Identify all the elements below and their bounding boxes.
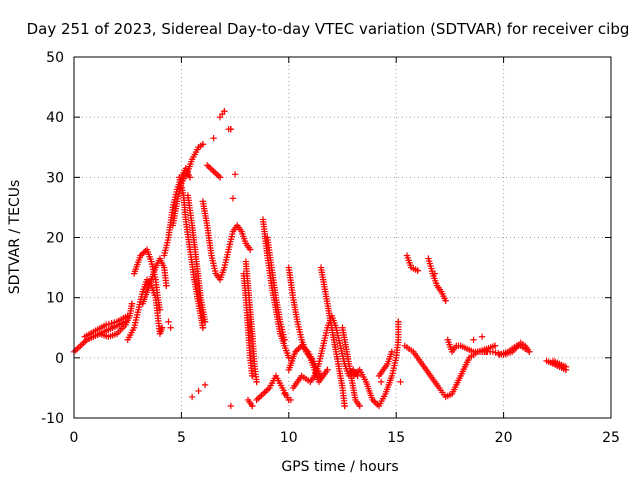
series-seg-23 — [317, 264, 348, 410]
data-point — [231, 171, 239, 178]
series-seg-25 — [339, 324, 363, 410]
data-point — [216, 174, 224, 181]
series-seg-3 — [96, 300, 136, 340]
data-point — [249, 372, 256, 380]
data-point — [317, 372, 325, 380]
x-tick-label: 10 — [280, 430, 298, 446]
data-point — [229, 195, 237, 202]
data-point — [210, 135, 217, 142]
y-tick-label: 40 — [46, 110, 64, 126]
data-point — [470, 336, 477, 343]
series-seg-30 — [425, 255, 449, 304]
data-point — [167, 324, 174, 331]
x-tick-label: 20 — [495, 430, 513, 446]
series-seg-10 — [184, 192, 209, 325]
data-point — [281, 390, 288, 398]
x-tick-label: 15 — [387, 430, 405, 446]
y-axis-label: SDTVAR / TECUs — [7, 180, 23, 295]
data-point — [227, 126, 235, 133]
series-seg-11 — [199, 198, 254, 283]
y-tick-label: 0 — [55, 351, 64, 367]
data-point — [285, 354, 292, 362]
data-point — [431, 270, 439, 277]
series-seg-20 — [264, 234, 288, 343]
series-seg-14 — [225, 126, 235, 133]
data-point — [165, 318, 172, 325]
data-point — [156, 306, 164, 313]
data-point — [526, 348, 533, 356]
data-point — [221, 107, 228, 115]
series-seg-29 — [403, 252, 421, 274]
data-point — [324, 366, 331, 374]
data-point — [201, 381, 209, 389]
series-seg-17 — [244, 396, 256, 410]
chart-title: Day 251 of 2023, Sidereal Day-to-day VTE… — [27, 20, 630, 38]
series-seg-13 — [216, 107, 228, 121]
series-seg-8 — [169, 141, 207, 229]
data-point — [186, 174, 194, 181]
series-seg-6 — [139, 255, 170, 307]
data-point — [356, 402, 363, 410]
data-point — [163, 282, 170, 289]
series-seg-18 — [253, 372, 292, 404]
data-point — [253, 378, 260, 386]
y-tick-label: 20 — [46, 231, 64, 247]
series-seg-24 — [285, 342, 325, 380]
data-point — [388, 348, 396, 356]
y-tick-label: 10 — [46, 291, 64, 307]
data-point — [128, 300, 136, 307]
data-point — [199, 324, 207, 331]
data-point — [287, 396, 295, 404]
data-point — [397, 378, 404, 386]
data-point — [478, 333, 486, 340]
data-point — [442, 297, 449, 304]
series-seg-35 — [549, 357, 570, 371]
data-point — [491, 342, 499, 349]
series-seg-26 — [350, 318, 402, 410]
data-point — [201, 318, 209, 325]
data-point — [158, 324, 166, 331]
data-point — [377, 378, 385, 386]
series-seg-12 — [203, 162, 224, 181]
series-seg-33 — [496, 342, 529, 359]
data-point — [395, 318, 402, 325]
data-point — [246, 246, 254, 253]
data-point — [188, 393, 196, 401]
data-point — [521, 345, 529, 353]
series-seg-27 — [375, 348, 396, 380]
series-seg-16 — [240, 270, 256, 380]
x-tick-label: 5 — [177, 430, 186, 446]
series-outliers — [165, 135, 486, 410]
data-point — [249, 402, 256, 410]
data-point — [281, 336, 288, 343]
data-point — [195, 387, 202, 395]
x-tick-label: 25 — [602, 430, 620, 446]
x-tick-label: 0 — [70, 430, 79, 446]
data-point — [562, 363, 570, 371]
data-point — [414, 267, 421, 274]
data-point — [341, 402, 348, 410]
data-point — [199, 141, 207, 148]
data-points — [70, 107, 570, 410]
y-axis: -10 0 10 20 30 40 50 — [41, 50, 611, 427]
x-axis: 0 5 10 15 20 25 — [70, 57, 620, 446]
x-axis-label: GPS time / hours — [281, 459, 398, 475]
y-tick-label: 30 — [46, 170, 64, 186]
series-seg-22 — [289, 312, 361, 392]
data-point — [227, 402, 235, 410]
y-tick-label: 50 — [46, 50, 64, 66]
y-tick-label: -10 — [41, 411, 64, 427]
